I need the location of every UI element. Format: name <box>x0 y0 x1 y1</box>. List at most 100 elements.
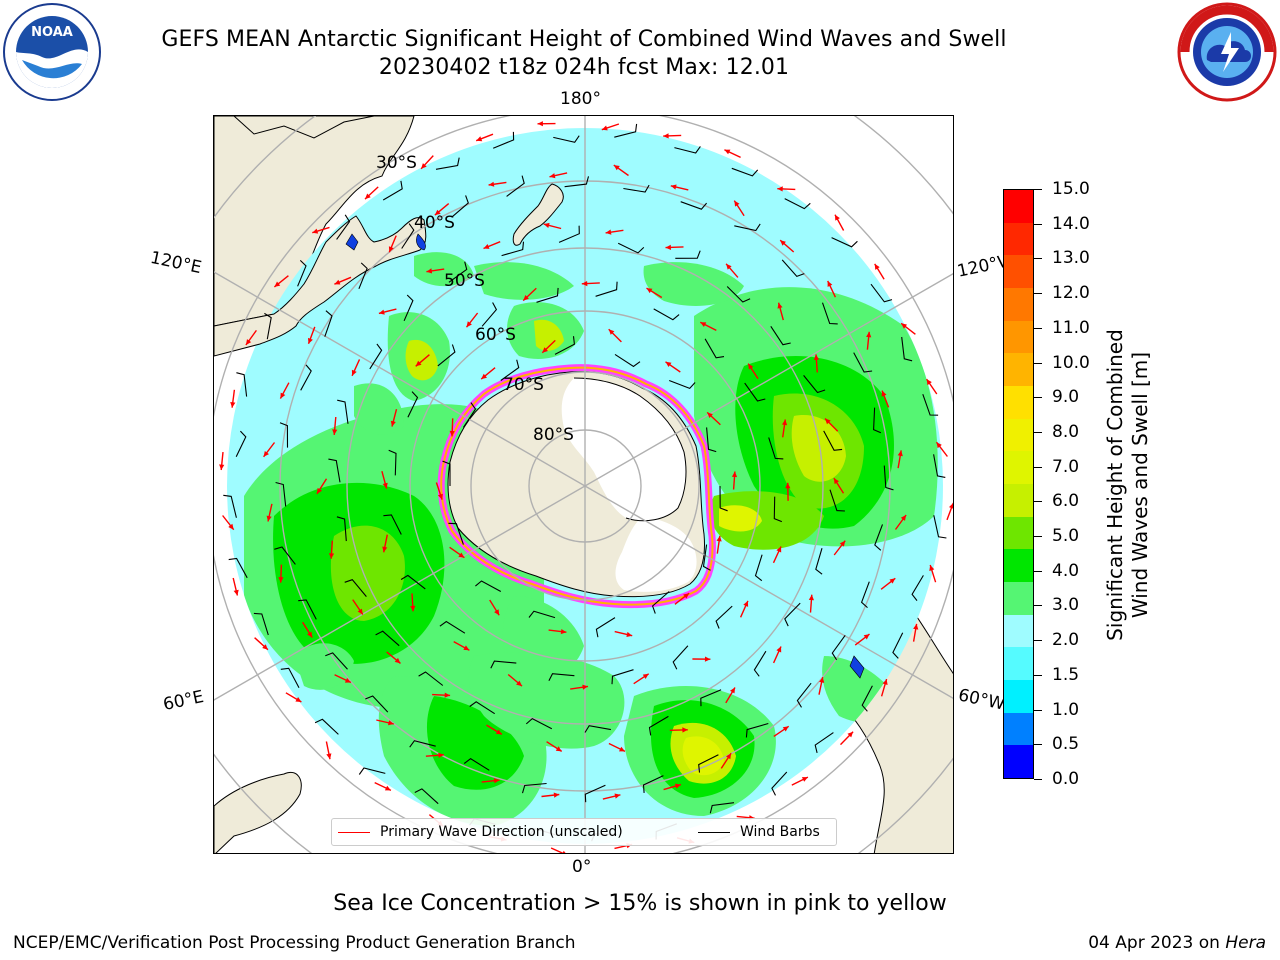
wave-arrow-head <box>438 752 444 758</box>
wave-arrow-head <box>926 379 932 386</box>
wind-barb <box>768 437 784 460</box>
wave-arrow-head <box>839 540 846 547</box>
colorbar-tick-label: 7.0 <box>1052 456 1080 477</box>
colorbar-segment <box>1004 549 1033 583</box>
colorbar-tick-label: 14.0 <box>1052 213 1090 234</box>
wind-barb <box>675 250 701 259</box>
wave-arrow-head <box>493 778 500 784</box>
wave-arrow-head <box>813 354 819 360</box>
wave-arrow-head <box>601 125 608 131</box>
wave-arrow-head <box>827 280 833 287</box>
wind-barb <box>280 667 300 689</box>
map-subtitle: 20230402 t18z 024h fcst Max: 12.01 <box>378 55 790 80</box>
wave-arrow-head <box>726 263 732 270</box>
wave-arrow-head <box>434 209 441 216</box>
wave-arrow-head <box>230 402 236 408</box>
wind-barb <box>553 135 580 143</box>
wave-arrow-head <box>466 321 472 328</box>
wind-barb <box>558 225 580 243</box>
colorbar-segment <box>1004 255 1033 289</box>
wind-barb <box>744 382 766 402</box>
wind-barb <box>448 261 468 283</box>
colorbar-tick-label: 0.5 <box>1052 734 1080 755</box>
wave-arrow-head <box>280 392 286 399</box>
wave-arrow-head <box>326 753 332 760</box>
wind-barb <box>324 310 333 337</box>
wave-arrow-head <box>665 244 671 250</box>
colorbar-tick <box>1034 779 1042 780</box>
wind-barb <box>584 784 606 803</box>
wind-barb <box>382 180 403 201</box>
wind-barb <box>300 364 312 391</box>
colorbar-segment <box>1004 745 1033 779</box>
colorbar-tick <box>1034 570 1042 572</box>
polar-map <box>213 115 954 854</box>
lat-label-50s: 50°S <box>444 271 485 291</box>
colorbar-tick-label: 3.0 <box>1052 595 1080 616</box>
colorbar-tick <box>1034 223 1042 225</box>
wave-arrow-head <box>421 163 427 169</box>
colorbar-segment <box>1004 647 1033 681</box>
wave-arrow-head <box>410 605 416 612</box>
wind-barb <box>564 176 590 188</box>
wind-barb <box>418 671 444 686</box>
wave-arrow-head <box>476 136 483 142</box>
wave-arrow-head <box>700 322 707 327</box>
wave-arrow-head <box>748 363 754 370</box>
colorbar-tick <box>1034 327 1042 329</box>
wave-arrow-head <box>245 339 252 345</box>
wind-barb <box>726 286 751 303</box>
colorbar-segment <box>1004 614 1033 648</box>
wave-arrow-head <box>219 464 225 470</box>
wind-barb <box>388 449 397 476</box>
wave-arrow-head <box>332 429 338 435</box>
wind-barb <box>336 214 351 240</box>
wave-direction-arrow <box>550 847 564 853</box>
wave-arrow-head <box>516 680 522 687</box>
wave-arrow-head <box>949 503 953 509</box>
wind-barb <box>815 548 823 575</box>
colorbar-tick-label: 10.0 <box>1052 352 1090 373</box>
wave-arrow-head <box>382 482 388 489</box>
wind-barb <box>358 767 386 775</box>
wind-barb <box>253 612 269 636</box>
colorbar-title-line1: Significant Height of Combined <box>1103 329 1127 641</box>
wind-barb <box>770 325 791 346</box>
wave-arrow-head <box>707 412 713 418</box>
colorbar-tick <box>1034 536 1042 538</box>
wave-arrow-head <box>683 593 690 599</box>
lat-label-60s: 60°S <box>475 325 516 345</box>
colorbar-segment <box>1004 190 1033 223</box>
svg-text:NOAA: NOAA <box>31 25 73 40</box>
wave-arrow-head <box>415 360 422 367</box>
wind-barb <box>771 771 788 796</box>
wave-arrow-head <box>801 777 808 782</box>
wind-barb <box>528 610 556 619</box>
wave-arrow-head <box>328 553 335 559</box>
wave-arrow-head <box>274 281 281 287</box>
wave-arrow-head <box>458 552 465 558</box>
wind-barb <box>648 715 669 736</box>
wave-arrow-head <box>295 697 302 702</box>
wind-barb <box>700 689 722 707</box>
wind-barb <box>698 754 719 773</box>
wind-barb <box>469 701 495 715</box>
wave-arrow-head <box>626 631 633 637</box>
colorbar-tick-label: 4.0 <box>1052 560 1080 581</box>
wave-arrow-head <box>262 644 268 650</box>
wind-barb <box>731 167 759 177</box>
wind-barb <box>651 591 670 614</box>
wind-barb <box>279 422 289 448</box>
wave-arrow-head <box>388 720 394 726</box>
wind-barb <box>823 430 843 451</box>
wave-arrow-head <box>278 577 284 583</box>
wind-barb <box>821 302 838 325</box>
wind-barb <box>674 146 701 154</box>
wind-barb <box>611 669 634 685</box>
wind-barb <box>853 352 873 373</box>
wind-barb <box>475 580 502 592</box>
wave-arrow-head <box>743 600 749 607</box>
wind-barb <box>274 546 296 565</box>
colorbar-tick <box>1034 362 1042 364</box>
wave-arrow-head <box>582 684 588 690</box>
